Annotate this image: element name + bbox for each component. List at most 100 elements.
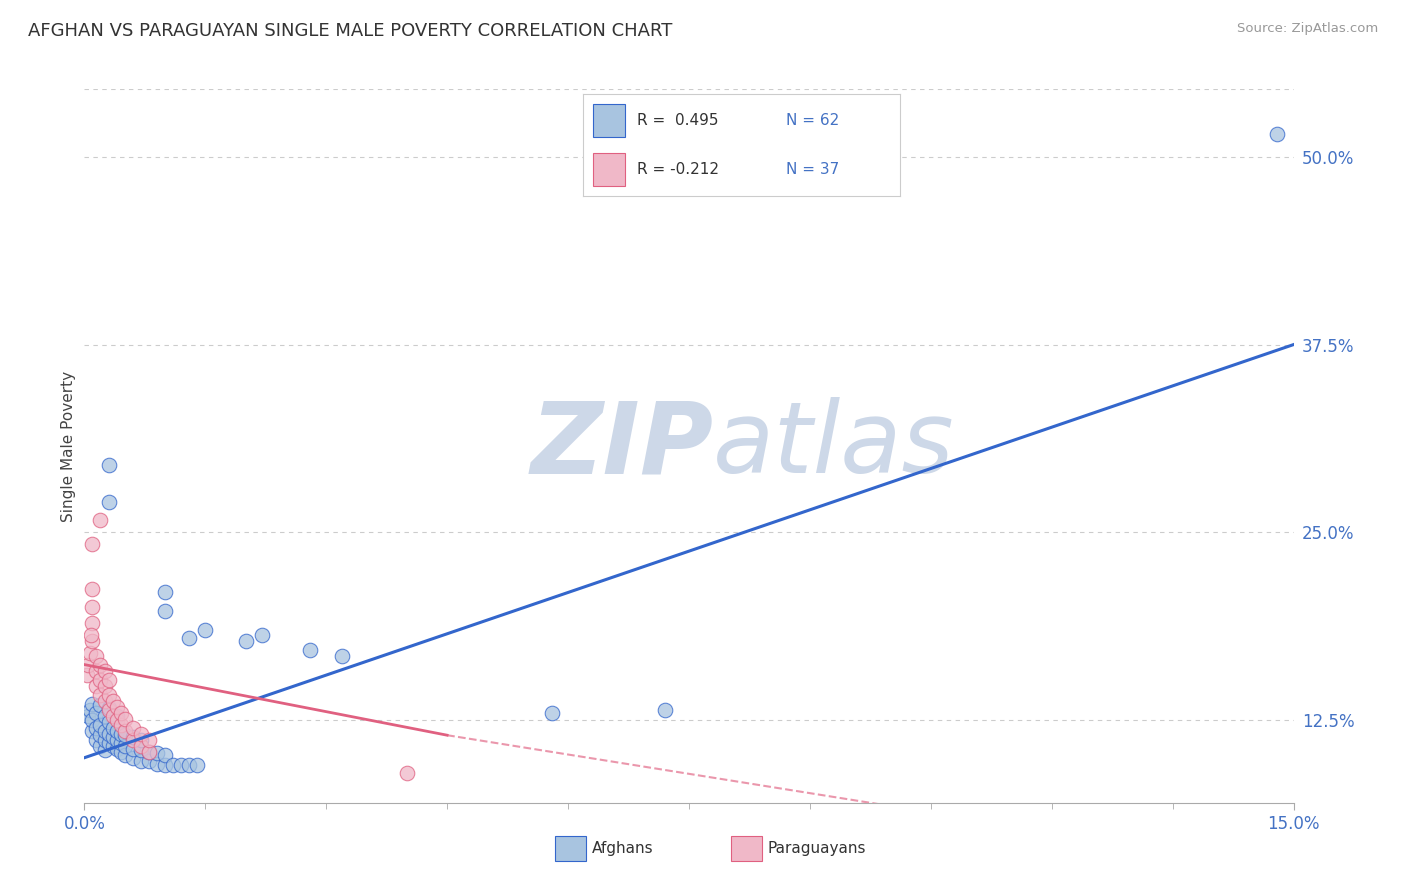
Point: [105, 713, 128, 727]
Point: [82, 615, 104, 630]
Point: [114, 712, 136, 726]
Point: [77, 657, 100, 672]
Point: [89, 717, 111, 731]
Point: [129, 732, 152, 747]
Point: [153, 603, 176, 617]
Point: [129, 739, 152, 753]
Point: [138, 754, 160, 768]
Point: [86, 721, 108, 735]
Point: [97, 688, 120, 702]
Point: [179, 758, 201, 772]
Point: [89, 698, 111, 713]
Point: [129, 743, 152, 757]
Point: [654, 703, 676, 717]
Point: [93, 679, 115, 693]
Point: [110, 706, 132, 720]
Point: [129, 754, 152, 768]
Point: [101, 721, 124, 735]
Point: [93, 732, 115, 747]
Point: [121, 741, 143, 756]
Point: [121, 732, 143, 747]
Point: [97, 736, 120, 750]
Point: [162, 758, 184, 772]
Point: [235, 633, 257, 648]
Text: Afghans: Afghans: [592, 841, 654, 855]
Point: [86, 679, 108, 693]
Point: [79, 646, 101, 660]
Point: [93, 743, 115, 757]
Point: [105, 741, 128, 756]
Point: [105, 708, 128, 723]
Point: [105, 699, 128, 714]
Point: [186, 758, 208, 772]
Point: [194, 623, 217, 637]
Point: [89, 728, 111, 742]
Point: [114, 739, 136, 753]
Point: [86, 732, 108, 747]
Point: [82, 582, 104, 597]
Point: [89, 739, 111, 753]
Point: [101, 730, 124, 744]
Point: [105, 723, 128, 738]
Point: [76, 668, 98, 682]
Point: [86, 648, 108, 663]
Point: [170, 758, 193, 772]
Point: [121, 721, 143, 735]
Point: [179, 631, 201, 645]
Point: [110, 717, 132, 731]
Point: [101, 708, 124, 723]
Point: [93, 708, 115, 723]
Point: [89, 688, 111, 702]
Point: [80, 627, 103, 641]
Point: [138, 745, 160, 759]
Point: [129, 727, 152, 741]
Point: [82, 697, 104, 711]
Point: [395, 765, 418, 780]
Point: [79, 703, 101, 717]
Point: [89, 657, 111, 672]
Point: [82, 723, 104, 738]
Point: [114, 747, 136, 762]
Point: [146, 746, 169, 760]
Text: Source: ZipAtlas.com: Source: ZipAtlas.com: [1237, 22, 1378, 36]
Point: [97, 458, 120, 472]
Point: [110, 727, 132, 741]
Text: R =  0.495: R = 0.495: [637, 112, 718, 128]
Point: [110, 736, 132, 750]
Point: [82, 537, 104, 551]
Point: [86, 706, 108, 720]
Point: [121, 750, 143, 764]
Point: [114, 728, 136, 742]
Text: atlas: atlas: [713, 398, 955, 494]
Point: [97, 701, 120, 715]
Point: [82, 633, 104, 648]
Point: [146, 756, 169, 771]
Point: [82, 713, 104, 727]
Point: [138, 745, 160, 759]
Point: [97, 727, 120, 741]
Point: [114, 723, 136, 738]
Point: [105, 732, 128, 747]
Point: [89, 513, 111, 527]
Point: [250, 627, 273, 641]
Point: [93, 723, 115, 738]
Point: [138, 732, 160, 747]
Point: [77, 708, 100, 723]
Point: [82, 600, 104, 615]
Text: AFGHAN VS PARAGUAYAN SINGLE MALE POVERTY CORRELATION CHART: AFGHAN VS PARAGUAYAN SINGLE MALE POVERTY…: [28, 22, 672, 40]
Point: [330, 648, 353, 663]
Point: [89, 673, 111, 687]
Text: ZIP: ZIP: [530, 398, 713, 494]
Point: [541, 706, 564, 720]
Text: Paraguayans: Paraguayans: [768, 841, 866, 855]
Point: [97, 495, 120, 509]
Point: [299, 642, 322, 657]
Point: [153, 747, 176, 762]
Point: [93, 693, 115, 707]
Point: [1267, 128, 1289, 142]
Point: [153, 758, 176, 772]
Point: [97, 714, 120, 729]
Text: N = 62: N = 62: [786, 112, 839, 128]
Point: [101, 693, 124, 707]
Point: [110, 745, 132, 759]
